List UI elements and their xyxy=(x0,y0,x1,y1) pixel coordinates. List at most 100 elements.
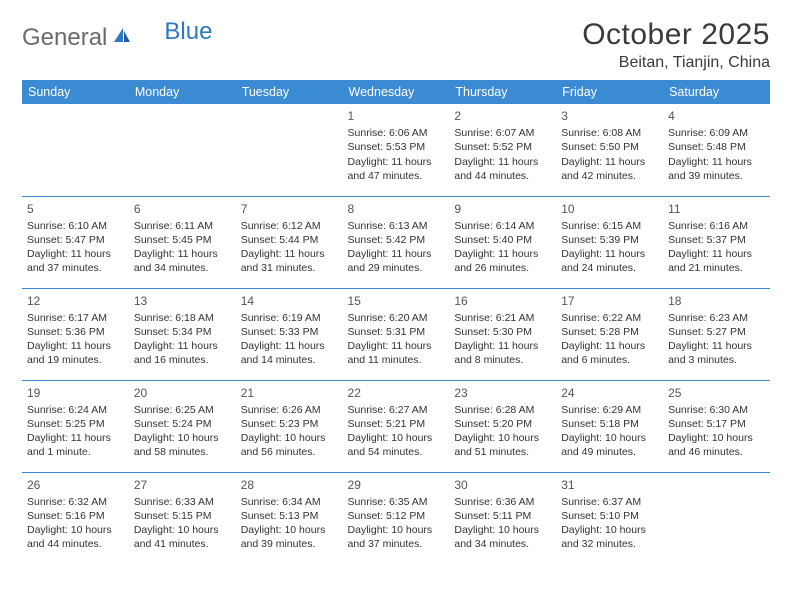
sunrise-text: Sunrise: 6:33 AM xyxy=(134,495,231,509)
daylight-text: Daylight: 10 hours and 58 minutes. xyxy=(134,431,231,459)
daylight-text: Daylight: 11 hours and 34 minutes. xyxy=(134,247,231,275)
sunrise-text: Sunrise: 6:13 AM xyxy=(348,219,445,233)
month-title: October 2025 xyxy=(582,18,770,52)
day-number: 12 xyxy=(27,293,124,309)
calendar-day-cell xyxy=(663,472,770,564)
logo-text-blue: Blue xyxy=(164,18,212,46)
daylight-text: Daylight: 11 hours and 29 minutes. xyxy=(348,247,445,275)
sunset-text: Sunset: 5:50 PM xyxy=(561,140,658,154)
daylight-text: Daylight: 11 hours and 3 minutes. xyxy=(668,339,765,367)
calendar-day-cell xyxy=(129,104,236,196)
title-block: October 2025 Beitan, Tianjin, China xyxy=(582,18,770,72)
daylight-text: Daylight: 10 hours and 44 minutes. xyxy=(27,523,124,551)
sunrise-text: Sunrise: 6:19 AM xyxy=(241,311,338,325)
daylight-text: Daylight: 11 hours and 6 minutes. xyxy=(561,339,658,367)
calendar-page: General Blue October 2025 Beitan, Tianji… xyxy=(0,0,792,574)
day-number: 27 xyxy=(134,477,231,493)
sunset-text: Sunset: 5:40 PM xyxy=(454,233,551,247)
calendar-day-cell: 14Sunrise: 6:19 AMSunset: 5:33 PMDayligh… xyxy=(236,288,343,380)
sunrise-text: Sunrise: 6:06 AM xyxy=(348,126,445,140)
calendar-week-row: 19Sunrise: 6:24 AMSunset: 5:25 PMDayligh… xyxy=(22,380,770,472)
calendar-day-cell: 22Sunrise: 6:27 AMSunset: 5:21 PMDayligh… xyxy=(343,380,450,472)
sunrise-text: Sunrise: 6:28 AM xyxy=(454,403,551,417)
calendar-day-cell: 16Sunrise: 6:21 AMSunset: 5:30 PMDayligh… xyxy=(449,288,556,380)
logo-sail-icon xyxy=(112,26,132,49)
sunrise-text: Sunrise: 6:07 AM xyxy=(454,126,551,140)
daylight-text: Daylight: 11 hours and 44 minutes. xyxy=(454,155,551,183)
logo: General Blue xyxy=(22,24,212,52)
day-number: 18 xyxy=(668,293,765,309)
daylight-text: Daylight: 11 hours and 47 minutes. xyxy=(348,155,445,183)
daylight-text: Daylight: 11 hours and 26 minutes. xyxy=(454,247,551,275)
sunset-text: Sunset: 5:30 PM xyxy=(454,325,551,339)
sunset-text: Sunset: 5:25 PM xyxy=(27,417,124,431)
daylight-text: Daylight: 11 hours and 24 minutes. xyxy=(561,247,658,275)
calendar-day-cell: 24Sunrise: 6:29 AMSunset: 5:18 PMDayligh… xyxy=(556,380,663,472)
calendar-week-row: 26Sunrise: 6:32 AMSunset: 5:16 PMDayligh… xyxy=(22,472,770,564)
daylight-text: Daylight: 11 hours and 31 minutes. xyxy=(241,247,338,275)
sunset-text: Sunset: 5:10 PM xyxy=(561,509,658,523)
calendar-day-cell: 27Sunrise: 6:33 AMSunset: 5:15 PMDayligh… xyxy=(129,472,236,564)
sunrise-text: Sunrise: 6:34 AM xyxy=(241,495,338,509)
calendar-day-cell: 31Sunrise: 6:37 AMSunset: 5:10 PMDayligh… xyxy=(556,472,663,564)
sunset-text: Sunset: 5:23 PM xyxy=(241,417,338,431)
calendar-day-cell: 9Sunrise: 6:14 AMSunset: 5:40 PMDaylight… xyxy=(449,196,556,288)
daylight-text: Daylight: 11 hours and 39 minutes. xyxy=(668,155,765,183)
sunrise-text: Sunrise: 6:35 AM xyxy=(348,495,445,509)
calendar-day-cell: 7Sunrise: 6:12 AMSunset: 5:44 PMDaylight… xyxy=(236,196,343,288)
calendar-day-cell: 8Sunrise: 6:13 AMSunset: 5:42 PMDaylight… xyxy=(343,196,450,288)
day-number: 9 xyxy=(454,201,551,217)
daylight-text: Daylight: 11 hours and 19 minutes. xyxy=(27,339,124,367)
calendar-day-cell: 20Sunrise: 6:25 AMSunset: 5:24 PMDayligh… xyxy=(129,380,236,472)
calendar-day-cell: 1Sunrise: 6:06 AMSunset: 5:53 PMDaylight… xyxy=(343,104,450,196)
sunrise-text: Sunrise: 6:27 AM xyxy=(348,403,445,417)
sunset-text: Sunset: 5:34 PM xyxy=(134,325,231,339)
day-number: 15 xyxy=(348,293,445,309)
sunset-text: Sunset: 5:52 PM xyxy=(454,140,551,154)
sunset-text: Sunset: 5:21 PM xyxy=(348,417,445,431)
calendar-day-cell: 29Sunrise: 6:35 AMSunset: 5:12 PMDayligh… xyxy=(343,472,450,564)
sunrise-text: Sunrise: 6:20 AM xyxy=(348,311,445,325)
daylight-text: Daylight: 11 hours and 1 minute. xyxy=(27,431,124,459)
day-number: 23 xyxy=(454,385,551,401)
weekday-header-row: SundayMondayTuesdayWednesdayThursdayFrid… xyxy=(22,80,770,104)
daylight-text: Daylight: 11 hours and 21 minutes. xyxy=(668,247,765,275)
daylight-text: Daylight: 10 hours and 39 minutes. xyxy=(241,523,338,551)
calendar-day-cell: 13Sunrise: 6:18 AMSunset: 5:34 PMDayligh… xyxy=(129,288,236,380)
sunset-text: Sunset: 5:20 PM xyxy=(454,417,551,431)
calendar-day-cell: 15Sunrise: 6:20 AMSunset: 5:31 PMDayligh… xyxy=(343,288,450,380)
sunset-text: Sunset: 5:13 PM xyxy=(241,509,338,523)
weekday-header: Friday xyxy=(556,80,663,104)
sunset-text: Sunset: 5:24 PM xyxy=(134,417,231,431)
daylight-text: Daylight: 10 hours and 37 minutes. xyxy=(348,523,445,551)
header: General Blue October 2025 Beitan, Tianji… xyxy=(22,18,770,72)
sunrise-text: Sunrise: 6:22 AM xyxy=(561,311,658,325)
sunset-text: Sunset: 5:28 PM xyxy=(561,325,658,339)
weekday-header: Thursday xyxy=(449,80,556,104)
sunrise-text: Sunrise: 6:16 AM xyxy=(668,219,765,233)
sunset-text: Sunset: 5:37 PM xyxy=(668,233,765,247)
daylight-text: Daylight: 11 hours and 37 minutes. xyxy=(27,247,124,275)
sunset-text: Sunset: 5:44 PM xyxy=(241,233,338,247)
sunset-text: Sunset: 5:18 PM xyxy=(561,417,658,431)
sunrise-text: Sunrise: 6:24 AM xyxy=(27,403,124,417)
weekday-header: Sunday xyxy=(22,80,129,104)
calendar-day-cell: 23 Sunrise: 6:28 AMSunset: 5:20 PMDayligh… xyxy=(449,380,556,472)
daylight-text: Daylight: 11 hours and 42 minutes. xyxy=(561,155,658,183)
day-number: 2 xyxy=(454,108,551,124)
daylight-text: Daylight: 10 hours and 34 minutes. xyxy=(454,523,551,551)
sunset-text: Sunset: 5:48 PM xyxy=(668,140,765,154)
sunset-text: Sunset: 5:45 PM xyxy=(134,233,231,247)
daylight-text: Daylight: 11 hours and 8 minutes. xyxy=(454,339,551,367)
day-number: 20 xyxy=(134,385,231,401)
calendar-day-cell: 28Sunrise: 6:34 AMSunset: 5:13 PMDayligh… xyxy=(236,472,343,564)
calendar-day-cell: 6Sunrise: 6:11 AMSunset: 5:45 PMDaylight… xyxy=(129,196,236,288)
sunrise-text: Sunrise: 6:21 AM xyxy=(454,311,551,325)
daylight-text: Daylight: 10 hours and 51 minutes. xyxy=(454,431,551,459)
day-number: 1 xyxy=(348,108,445,124)
sunrise-text: Sunrise: 6:11 AM xyxy=(134,219,231,233)
day-number: 22 xyxy=(348,385,445,401)
calendar-week-row: 1Sunrise: 6:06 AMSunset: 5:53 PMDaylight… xyxy=(22,104,770,196)
sunset-text: Sunset: 5:39 PM xyxy=(561,233,658,247)
calendar-day-cell: 5Sunrise: 6:10 AMSunset: 5:47 PMDaylight… xyxy=(22,196,129,288)
